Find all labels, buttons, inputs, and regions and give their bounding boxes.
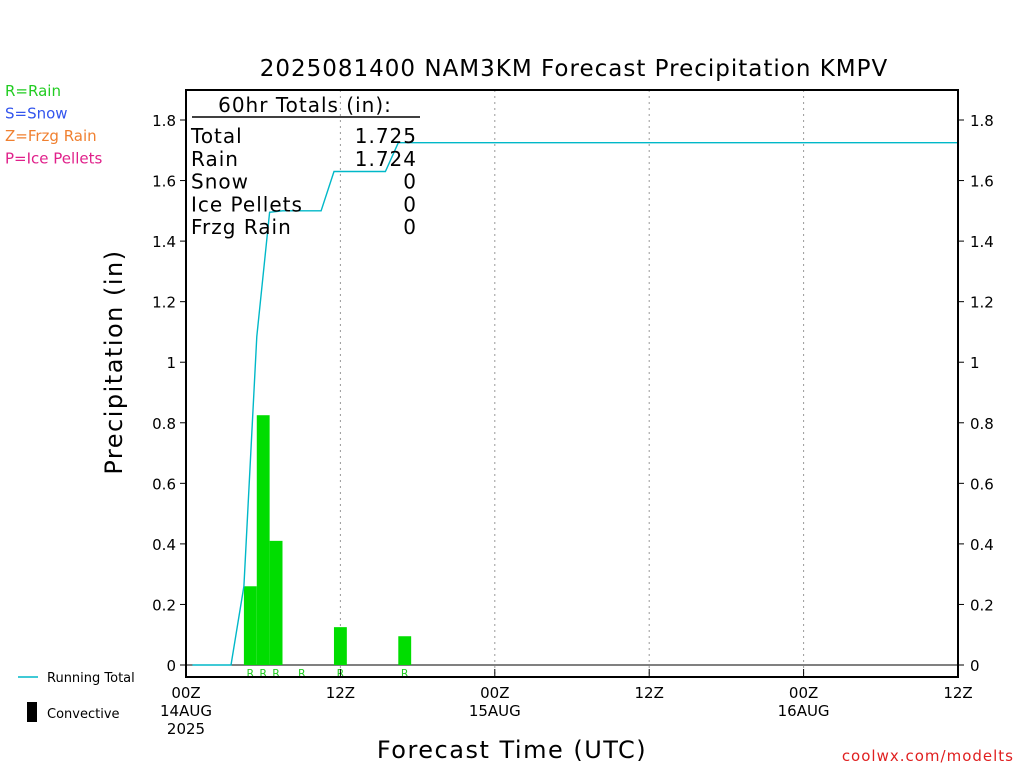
- totals-row-label: Ice Pellets: [191, 192, 303, 216]
- totals-row-value: 1.724: [355, 147, 417, 171]
- y-tick-label-left: 1.6: [152, 173, 176, 191]
- y-tick-label-right: 1: [970, 354, 980, 372]
- series-legend: Running Total Convective: [18, 671, 135, 722]
- y-tick-label-left: 0.4: [152, 536, 176, 554]
- y-axis-ticks: 0 00.2 0.20.4 0.40.6 0.60.8 0.81 11.2 1.21.4 1.4…: [152, 112, 994, 675]
- ptype-markers: RRRRRR: [247, 667, 409, 680]
- x-tick-label: 16AUG: [778, 702, 830, 720]
- y-tick-label-right: 1.4: [970, 233, 994, 251]
- y-tick-label-right: 0.6: [970, 475, 994, 493]
- totals-row-label: Total: [190, 124, 243, 148]
- y-tick-label-right: 0.2: [970, 596, 994, 614]
- y-tick-label-left: 0.2: [152, 596, 176, 614]
- type-legend-item: S=Snow: [5, 105, 68, 123]
- totals-row-value: 1.725: [355, 124, 417, 148]
- y-tick-label-left: 1.4: [152, 233, 176, 251]
- ptype-marker: R: [401, 667, 409, 680]
- y-tick-label-right: 1.2: [970, 294, 994, 312]
- ptype-marker: R: [259, 667, 267, 680]
- x-tick-label: 14AUG: [160, 702, 212, 720]
- x-tick-label: 12Z: [326, 684, 355, 702]
- bar: [333, 627, 347, 665]
- bar: [243, 586, 257, 665]
- running-total-polyline: [192, 141, 958, 666]
- type-legend-item: P=Ice Pellets: [5, 150, 102, 168]
- x-tick-label: 15AUG: [469, 702, 521, 720]
- ptype-marker: R: [247, 667, 255, 680]
- running-total-line: [192, 141, 958, 666]
- credit-text: coolwx.com/modelts: [842, 747, 1014, 765]
- y-tick-label-right: 1.6: [970, 173, 994, 191]
- totals-box: 60hr Totals (in): Total 1.725 Rain 1.724 Snow…: [190, 93, 420, 239]
- totals-row-label: Frzg Rain: [191, 215, 292, 239]
- grid-lines: [186, 90, 958, 677]
- precip-type-legend: R=Rain S=Snow Z=Frzg Rain P=Ice Pellets: [5, 82, 102, 168]
- x-tick-label: 12Z: [943, 684, 972, 702]
- y-tick-label-left: 0.8: [152, 415, 176, 433]
- bar: [269, 540, 283, 665]
- y-tick-label-left: 1.2: [152, 294, 176, 312]
- ptype-marker: R: [272, 667, 280, 680]
- x-tick-label: 00Z: [480, 684, 509, 702]
- x-axis-label: Forecast Time (UTC): [377, 736, 647, 764]
- type-legend-item: R=Rain: [5, 82, 61, 100]
- convective-bars: [243, 415, 412, 665]
- totals-row-label: Rain: [191, 147, 239, 171]
- type-legend-item: Z=Frzg Rain: [5, 127, 97, 145]
- totals-row-label: Snow: [191, 170, 249, 194]
- totals-row-value: 0: [403, 192, 417, 216]
- totals-row-value: 0: [403, 215, 417, 239]
- y-tick-label-left: 0: [166, 657, 176, 675]
- x-tick-label: 00Z: [789, 684, 818, 702]
- y-tick-label-right: 0.4: [970, 536, 994, 554]
- y-tick-label-left: 1.8: [152, 112, 176, 130]
- totals-header: 60hr Totals (in):: [218, 93, 392, 117]
- y-tick-label-right: 1.8: [970, 112, 994, 130]
- chart-title: 2025081400 NAM3KM Forecast Precipitation…: [260, 56, 889, 82]
- x-tick-label: 00Z: [171, 684, 200, 702]
- convective-legend-label: Convective: [47, 707, 120, 722]
- y-tick-label-left: 1: [166, 354, 176, 372]
- y-tick-label-right: 0.8: [970, 415, 994, 433]
- x-tick-label: 12Z: [635, 684, 664, 702]
- plot-frame: [185, 89, 959, 678]
- bar: [256, 415, 270, 665]
- y-tick-label-right: 0: [970, 657, 980, 675]
- ptype-marker: R: [298, 667, 306, 680]
- bar: [398, 636, 412, 665]
- running-total-legend-label: Running Total: [47, 671, 135, 686]
- y-tick-label-left: 0.6: [152, 475, 176, 493]
- totals-row-value: 0: [403, 170, 417, 194]
- convective-legend-swatch: [27, 702, 37, 722]
- x-tick-label: 2025: [167, 720, 205, 738]
- y-axis-label: Precipitation (in): [100, 249, 128, 474]
